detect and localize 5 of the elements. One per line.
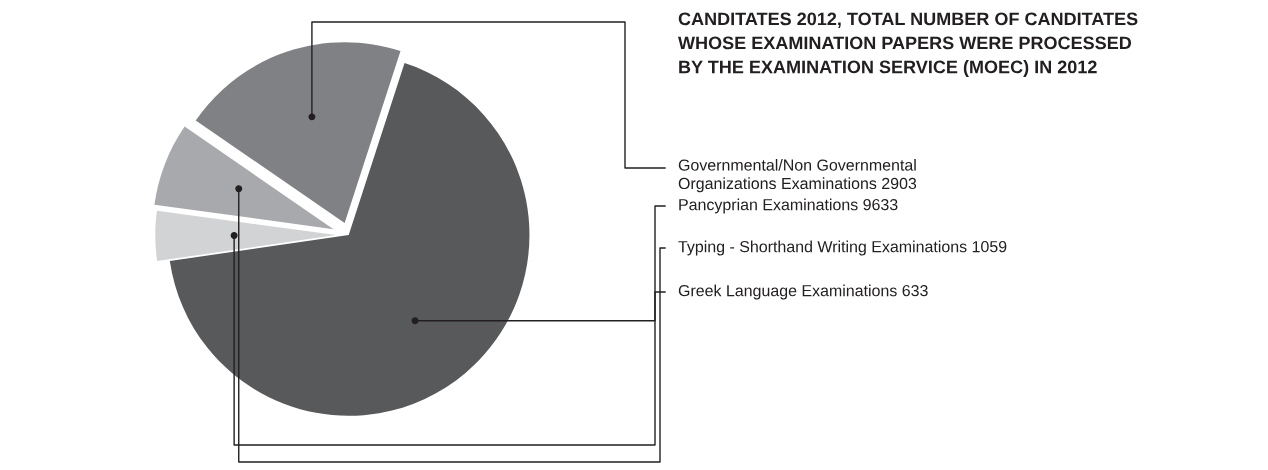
chart-title: CANDITATES 2012, TOTAL NUMBER OF CANDITATES WHOSE EXAMINATION PAPERS WERE PROCESSED BY THE EXAMINATION SERVICE (MOEC) IN 2012 — [678, 12, 1138, 77]
slice-label: Typing - Shorthand Writing Examinations 1059 — [678, 240, 1007, 256]
slice-label: Governmental/Non Governmental Organizations Examinations 2903 — [678, 159, 917, 193]
slice-label: Pancyprian Examinations 9633 — [679, 198, 898, 214]
slice-label: Greek Language Examinations 633 — [678, 284, 928, 300]
